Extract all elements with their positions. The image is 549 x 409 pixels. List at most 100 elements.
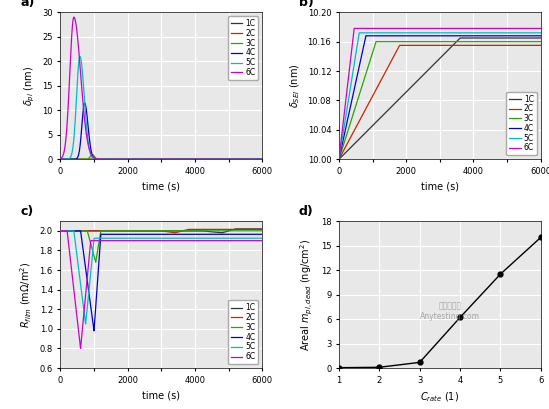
1C [179, 157, 186, 162]
Line: 5C: 5C [60, 56, 262, 160]
4C [537, 34, 544, 38]
5C [458, 30, 464, 35]
5C [480, 30, 487, 35]
Line: 3C: 3C [339, 42, 541, 160]
6C [77, 346, 84, 351]
5C [465, 30, 472, 35]
Text: 易松检测网: 易松检测网 [438, 302, 462, 311]
Line: 5C: 5C [339, 33, 541, 160]
5C [187, 157, 193, 162]
Line: 3C: 3C [60, 155, 262, 160]
Line: 6C: 6C [339, 29, 541, 160]
6C [187, 238, 193, 243]
4C [259, 232, 266, 237]
3C [108, 157, 114, 162]
2C [396, 43, 403, 48]
1C [259, 227, 266, 231]
6C [537, 26, 544, 31]
2C [171, 230, 178, 235]
3C [92, 260, 99, 265]
6C [57, 156, 64, 161]
Y-axis label: $\delta_{pl}$ (nm): $\delta_{pl}$ (nm) [22, 66, 37, 106]
6C [108, 238, 114, 243]
5C [108, 157, 114, 162]
2C [179, 228, 186, 233]
Line: 1C: 1C [60, 229, 262, 233]
5C [246, 157, 253, 162]
5C [537, 30, 544, 35]
Line: 6C: 6C [60, 231, 262, 348]
1C [179, 228, 186, 233]
4C [259, 157, 266, 162]
4C [179, 157, 186, 162]
Y-axis label: $\delta_{SEI}$ (nm): $\delta_{SEI}$ (nm) [288, 63, 302, 108]
Line: 5C: 5C [60, 231, 262, 324]
3C [153, 228, 159, 233]
6C [179, 157, 186, 162]
4C [465, 34, 472, 38]
1C [457, 36, 463, 40]
6C [201, 238, 208, 243]
5C [201, 157, 208, 162]
4C [524, 34, 531, 38]
2C [259, 157, 266, 162]
1C [246, 227, 253, 231]
2C [246, 157, 253, 162]
2C [108, 157, 114, 162]
5C [57, 228, 64, 233]
6C [71, 15, 77, 20]
1C [187, 228, 193, 233]
4C [153, 232, 159, 237]
2C [465, 43, 472, 48]
Legend: 1C, 2C, 3C, 4C, 5C, 6C: 1C, 2C, 3C, 4C, 5C, 6C [228, 300, 259, 364]
1C [458, 36, 464, 40]
3C [201, 157, 208, 162]
2C [201, 157, 208, 162]
6C [179, 238, 186, 243]
2C [57, 228, 64, 233]
5C [335, 157, 342, 162]
3C [89, 152, 96, 157]
2C [187, 157, 193, 162]
4C [108, 157, 114, 162]
5C [201, 236, 208, 240]
4C [211, 157, 218, 162]
3C [153, 157, 159, 162]
6C [465, 26, 472, 31]
Text: Anytesting.com: Anytesting.com [420, 312, 480, 321]
6C [153, 157, 159, 162]
5C [179, 236, 186, 240]
4C [187, 232, 193, 237]
1C [201, 229, 208, 234]
4C [153, 157, 159, 162]
X-axis label: time (s): time (s) [142, 182, 180, 191]
Legend: 1C, 2C, 3C, 4C, 5C, 6C: 1C, 2C, 3C, 4C, 5C, 6C [506, 92, 537, 155]
5C [108, 236, 114, 240]
1C [57, 228, 64, 233]
6C [351, 26, 357, 31]
5C [524, 30, 531, 35]
4C [458, 34, 464, 38]
Line: 2C: 2C [339, 45, 541, 160]
5C [386, 30, 393, 35]
1C [153, 228, 159, 233]
3C [57, 228, 64, 233]
6C [246, 157, 253, 162]
Text: c): c) [20, 205, 33, 218]
5C [179, 157, 186, 162]
4C [246, 232, 253, 237]
3C [179, 157, 186, 162]
5C [82, 321, 89, 326]
6C [187, 157, 193, 162]
5C [259, 236, 266, 240]
3C [386, 39, 393, 44]
Text: b): b) [299, 0, 313, 9]
4C [246, 157, 253, 162]
1C [225, 157, 232, 162]
5C [153, 236, 159, 240]
X-axis label: time (s): time (s) [142, 390, 180, 400]
1C [480, 36, 487, 40]
Line: 1C: 1C [339, 38, 541, 160]
4C [335, 157, 342, 162]
5C [246, 236, 253, 240]
